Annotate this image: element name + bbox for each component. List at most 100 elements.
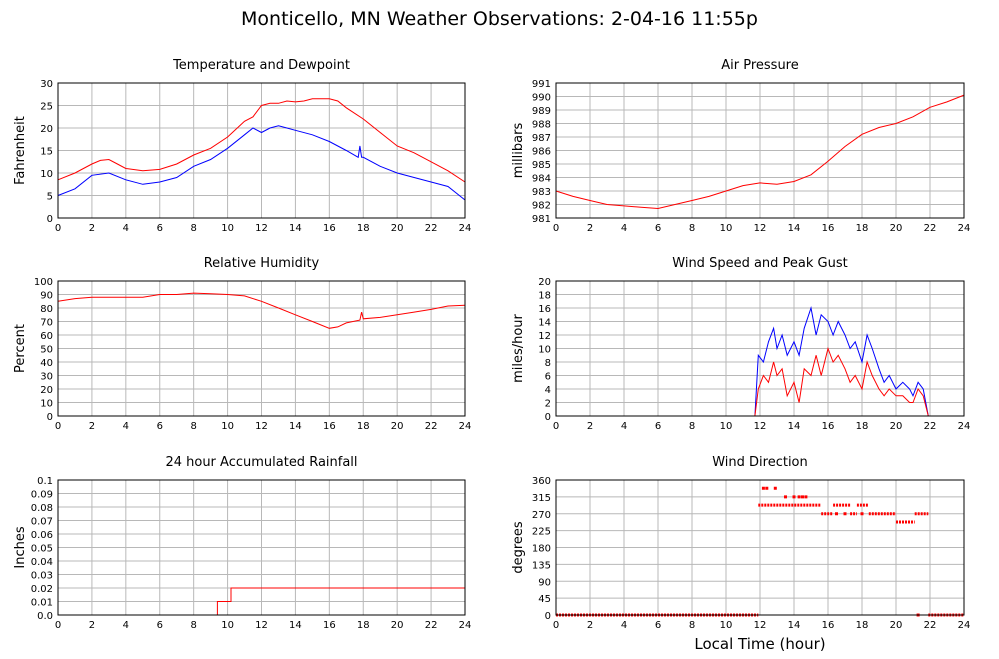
y-tick-label: 30 [40, 372, 53, 383]
x-tick-label: 4 [621, 421, 627, 432]
chart-title: Wind Direction [712, 455, 808, 470]
direction-point [801, 495, 804, 499]
x-tick-label: 16 [822, 223, 835, 234]
y-tick-label: 90 [538, 577, 551, 588]
x-tick-label: 22 [425, 223, 438, 234]
x-tick-label: 22 [425, 620, 438, 631]
plot-frame [555, 280, 965, 417]
y-tick-label: 20 [40, 385, 53, 396]
y-tick-label: 989 [532, 106, 551, 117]
y-tick-label: 45 [538, 594, 551, 605]
series-line-2 [556, 346, 964, 417]
y-tick-label: 15 [40, 147, 53, 158]
series-line-1 [57, 292, 466, 329]
x-tick-label: 2 [587, 223, 593, 234]
y-tick-label: 984 [532, 174, 551, 185]
x-tick-label: 14 [788, 223, 801, 234]
x-tick-label: 12 [754, 620, 767, 631]
plot-frame [57, 479, 466, 616]
y-axis-label: degrees [511, 521, 526, 574]
x-tick-label: 12 [255, 421, 268, 432]
y-tick-label: 135 [532, 560, 551, 571]
x-tick-label: 0 [553, 620, 559, 631]
x-tick-label: 14 [788, 620, 801, 631]
y-tick-label: 0.06 [31, 530, 53, 541]
y-tick-label: 16 [538, 304, 551, 315]
y-tick-label: 0.01 [31, 598, 53, 609]
y-tick-label: 225 [532, 527, 551, 538]
x-tick-label: 24 [958, 223, 971, 234]
chart-title: 24 hour Accumulated Rainfall [165, 455, 357, 470]
x-tick-label: 2 [89, 421, 95, 432]
series-line-1 [556, 306, 964, 417]
y-tick-label: 10 [40, 169, 53, 180]
x-tick-label: 0 [553, 223, 559, 234]
x-tick-label: 2 [89, 223, 95, 234]
x-tick-label: 16 [323, 620, 336, 631]
x-tick-label: 20 [890, 421, 903, 432]
direction-point [784, 495, 787, 499]
x-tick-label: 14 [289, 421, 302, 432]
x-tick-label: 2 [587, 421, 593, 432]
x-tick-label: 4 [621, 223, 627, 234]
x-axis-label: Local Time (hour) [694, 635, 826, 653]
series-line-1 [57, 98, 466, 183]
x-tick-label: 20 [890, 223, 903, 234]
y-tick-label: 5 [47, 192, 53, 203]
y-tick-label: 25 [40, 102, 53, 113]
x-tick-label: 22 [924, 421, 937, 432]
y-tick-label: 991 [532, 79, 551, 90]
x-tick-label: 22 [425, 421, 438, 432]
y-tick-label: 986 [532, 147, 551, 158]
x-tick-label: 10 [221, 421, 234, 432]
y-tick-label: 30 [40, 79, 53, 90]
x-tick-label: 2 [587, 620, 593, 631]
y-tick-label: 0 [545, 412, 551, 423]
x-tick-label: 20 [890, 620, 903, 631]
x-tick-label: 24 [958, 421, 971, 432]
x-tick-label: 14 [289, 223, 302, 234]
direction-point [765, 486, 769, 490]
x-tick-label: 4 [123, 620, 129, 631]
chart-title: Temperature and Dewpoint [172, 58, 350, 73]
direction-point [860, 512, 864, 516]
y-tick-label: 14 [538, 318, 551, 329]
x-tick-label: 12 [754, 223, 767, 234]
x-tick-label: 22 [924, 223, 937, 234]
y-tick-label: 0.0 [37, 611, 53, 622]
x-tick-label: 18 [357, 421, 370, 432]
x-tick-label: 20 [391, 620, 404, 631]
y-tick-label: 0.03 [31, 571, 53, 582]
x-tick-label: 12 [754, 421, 767, 432]
x-tick-label: 6 [157, 223, 163, 234]
y-tick-label: 0.09 [31, 490, 53, 501]
x-tick-label: 10 [720, 421, 733, 432]
y-tick-label: 80 [40, 304, 53, 315]
direction-point [773, 486, 777, 490]
y-axis-label: millibars [511, 123, 526, 179]
x-tick-label: 6 [655, 421, 661, 432]
y-tick-label: 70 [40, 318, 53, 329]
x-tick-label: 16 [822, 421, 835, 432]
x-tick-label: 4 [123, 223, 129, 234]
series-line-1 [555, 94, 965, 210]
page-title: Monticello, MN Weather Observations: 2-0… [241, 8, 758, 30]
x-tick-label: 6 [157, 421, 163, 432]
y-tick-label: 100 [34, 277, 53, 288]
x-tick-label: 12 [255, 620, 268, 631]
x-tick-label: 10 [221, 620, 234, 631]
y-tick-label: 4 [545, 385, 551, 396]
y-axis-label: Inches [13, 526, 28, 568]
x-tick-label: 0 [55, 620, 61, 631]
chart-title: Relative Humidity [204, 256, 320, 271]
y-tick-label: 0 [545, 611, 551, 622]
x-tick-label: 24 [459, 620, 472, 631]
x-tick-label: 0 [553, 421, 559, 432]
x-tick-label: 6 [655, 620, 661, 631]
chart-title: Air Pressure [721, 58, 799, 73]
x-tick-label: 10 [720, 223, 733, 234]
y-tick-label: 990 [532, 93, 551, 104]
